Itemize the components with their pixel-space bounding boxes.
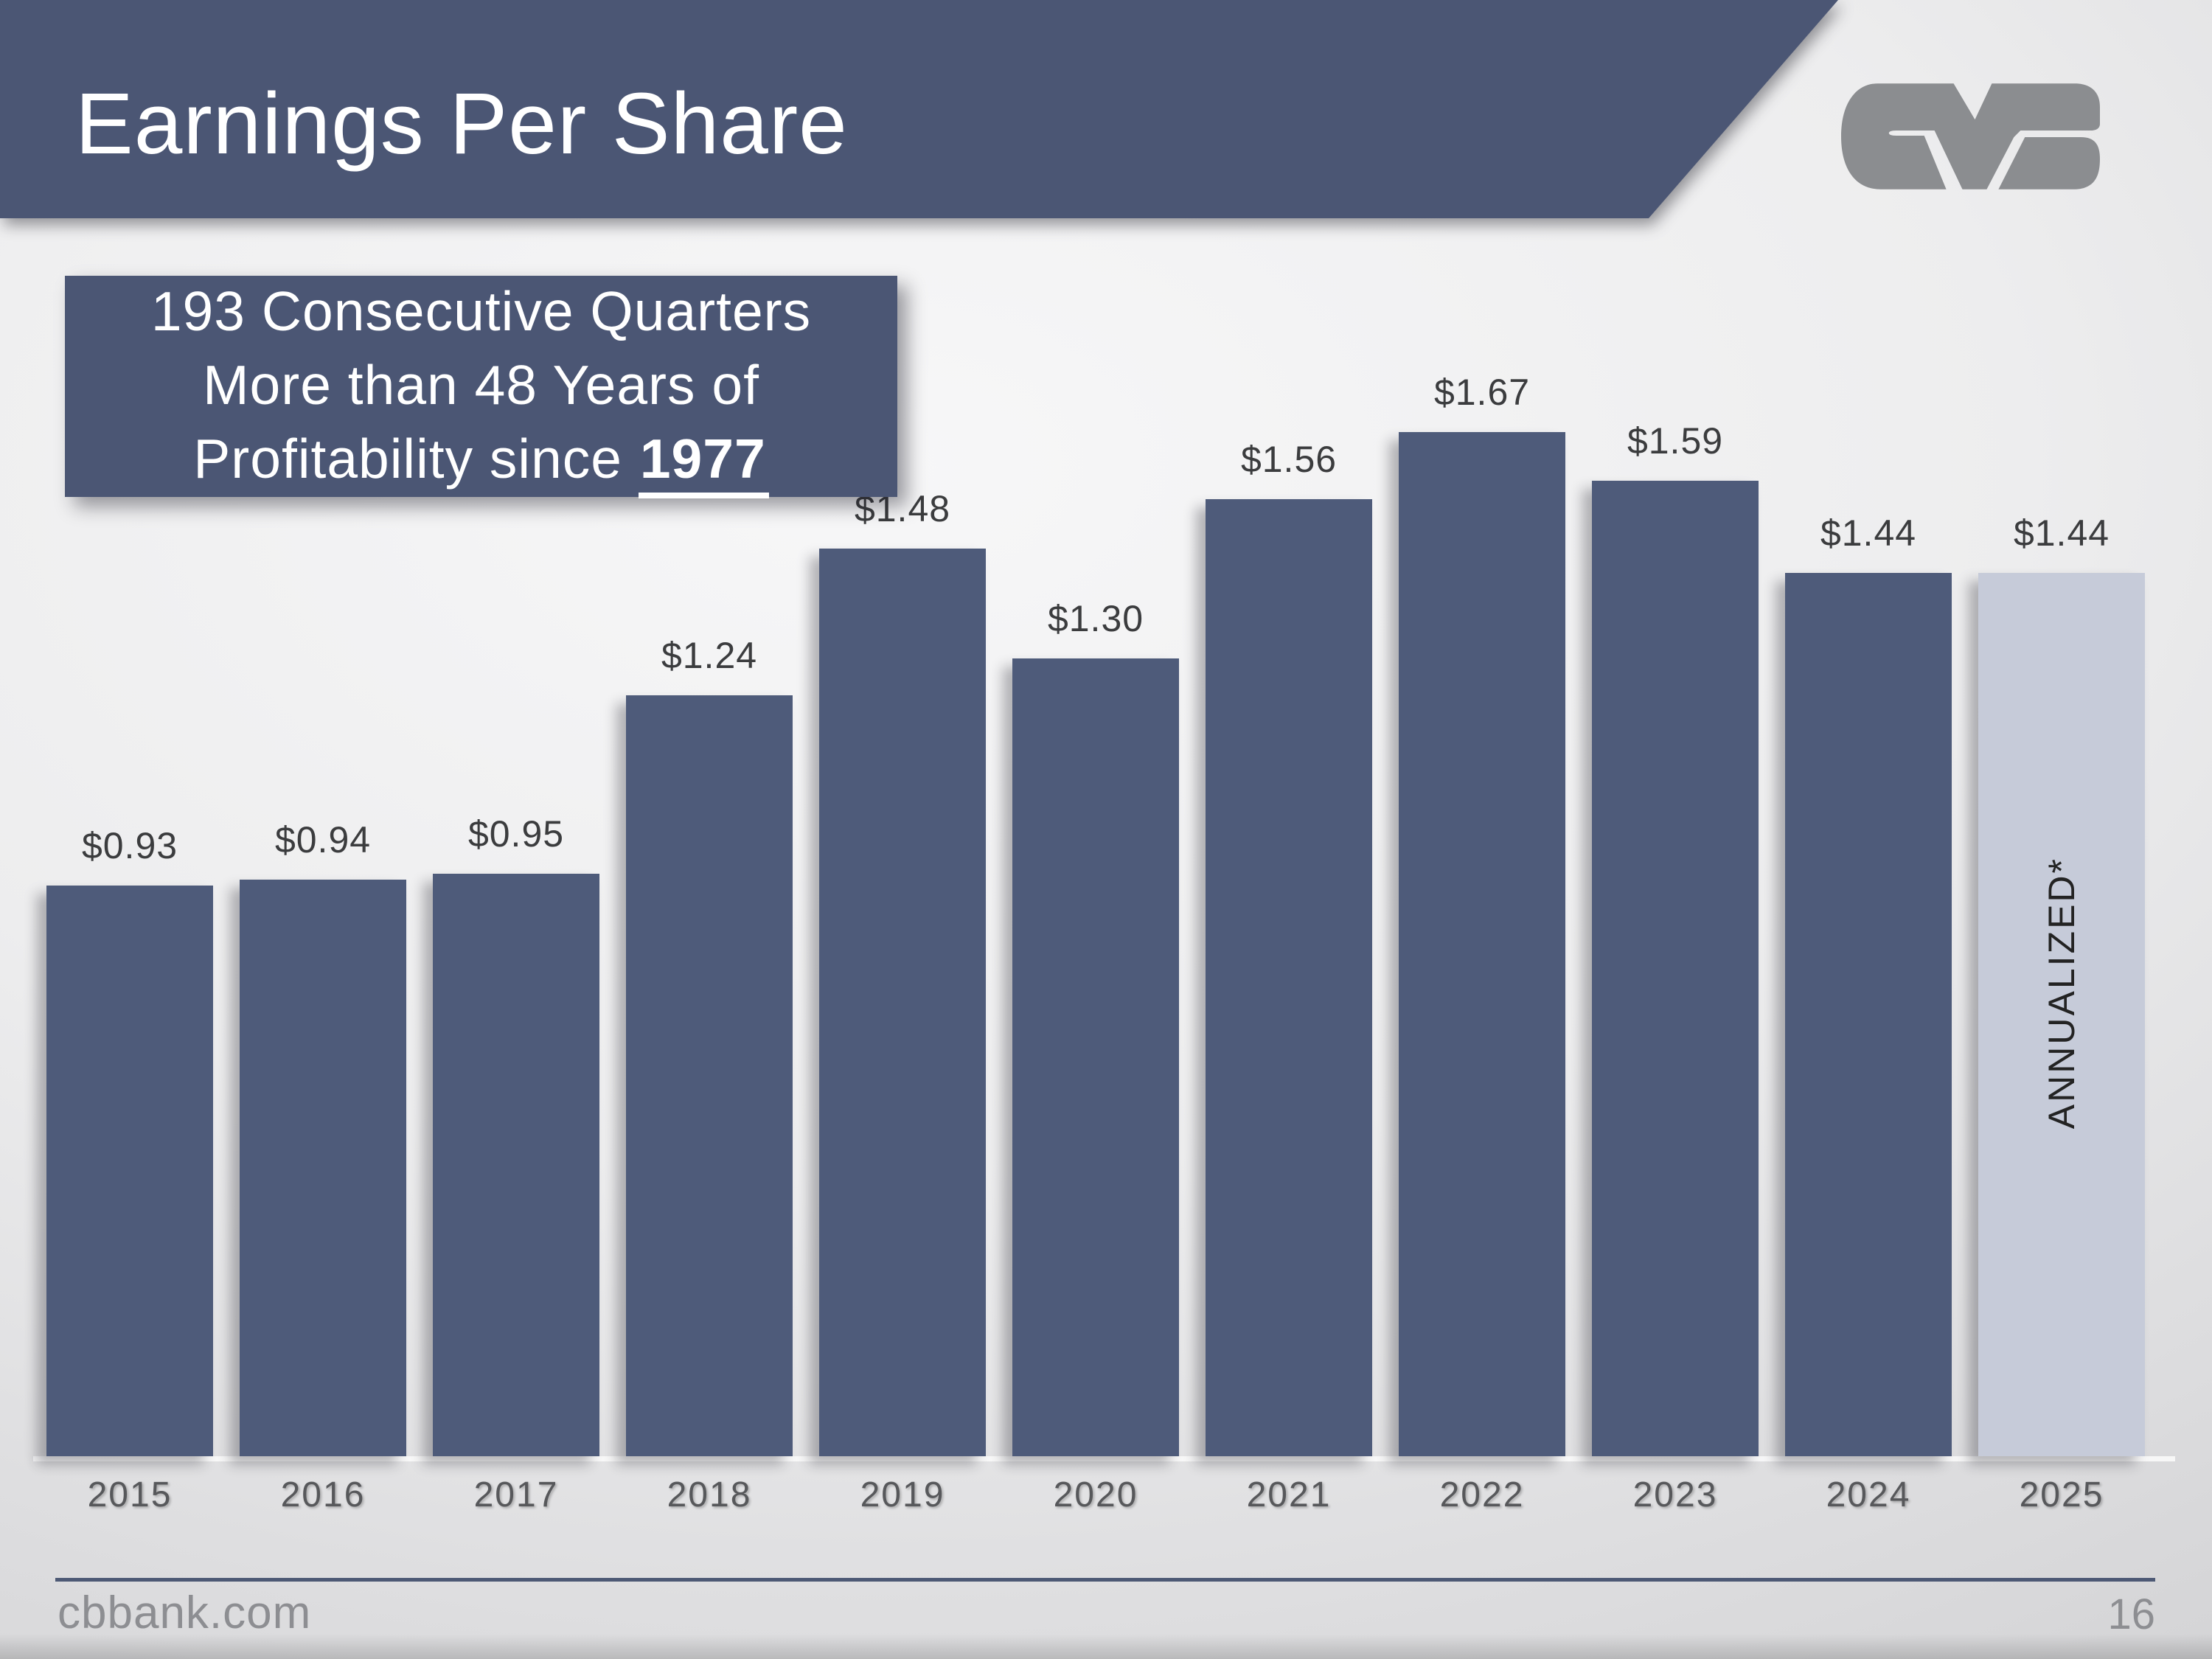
callout-year-highlight: 1977 <box>638 429 769 498</box>
bar-2015 <box>46 886 213 1456</box>
title-banner-shape: Earnings Per Share <box>0 0 1838 218</box>
annualized-label: ANNUALIZED* <box>2041 857 2082 1130</box>
year-label-2016: 2016 <box>280 1475 366 1514</box>
year-label-2025: 2025 <box>2019 1475 2104 1514</box>
value-label-2023: $1.59 <box>1627 420 1724 462</box>
bar-2019 <box>819 549 986 1456</box>
year-label-2022: 2022 <box>1439 1475 1525 1514</box>
year-label-2024: 2024 <box>1826 1475 1911 1514</box>
value-label-2022: $1.67 <box>1433 372 1531 413</box>
cvb-logo-icon <box>1841 83 2100 189</box>
bar-2024 <box>1785 573 1952 1456</box>
callout-line-3: Profitability since 1977 <box>193 422 769 498</box>
value-label-2020: $1.30 <box>1047 598 1144 639</box>
website-text: cbbank.com <box>58 1587 312 1638</box>
page-number: 16 <box>2107 1590 2155 1638</box>
value-label-2017: $0.95 <box>467 813 565 855</box>
bar-2023 <box>1592 481 1759 1456</box>
year-label-2020: 2020 <box>1053 1475 1138 1514</box>
year-label-2019: 2019 <box>860 1475 945 1514</box>
bar-2025: ANNUALIZED* <box>1978 573 2145 1456</box>
value-label-2018: $1.24 <box>661 635 758 676</box>
year-label-2018: 2018 <box>667 1475 752 1514</box>
bar-2018 <box>626 695 793 1456</box>
year-label-2021: 2021 <box>1246 1475 1332 1514</box>
title-banner: Earnings Per Share <box>0 0 1838 218</box>
chart-baseline <box>33 1456 2175 1461</box>
page-title: Earnings Per Share <box>75 75 848 173</box>
value-label-2016: $0.94 <box>274 819 372 860</box>
callout-line-1: 193 Consecutive Quarters <box>150 280 812 342</box>
year-label-2015: 2015 <box>87 1475 173 1514</box>
value-label-2021: $1.56 <box>1240 439 1338 480</box>
year-label-2023: 2023 <box>1632 1475 1718 1514</box>
profitability-callout: 193 Consecutive Quarters More than 48 Ye… <box>65 276 897 498</box>
bar-2017 <box>433 874 599 1456</box>
value-label-2025: $1.44 <box>2013 512 2110 554</box>
year-label-2017: 2017 <box>473 1475 559 1514</box>
bar-2016 <box>240 880 406 1456</box>
bar-2022 <box>1399 432 1565 1456</box>
callout-line-2: More than 48 Years of <box>203 354 759 416</box>
value-label-2015: $0.93 <box>81 825 178 866</box>
footer-divider <box>55 1578 2155 1582</box>
annualized-label-wrap: ANNUALIZED* <box>1978 857 2145 1129</box>
bar-2021 <box>1206 499 1372 1456</box>
value-label-2024: $1.44 <box>1820 512 1917 554</box>
bar-2020 <box>1012 658 1179 1456</box>
